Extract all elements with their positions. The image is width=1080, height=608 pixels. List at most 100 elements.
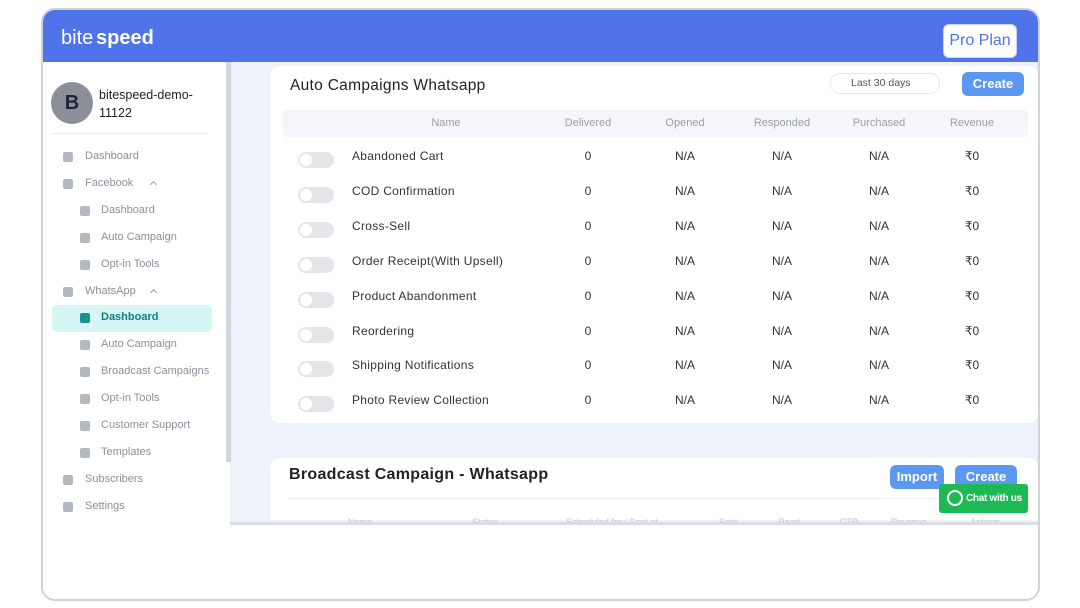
nav-item[interactable]: Customer Support <box>101 419 191 431</box>
active-bg <box>52 305 212 333</box>
cell: ₹0 <box>964 393 980 408</box>
nav-item[interactable]: Dashboard <box>101 311 159 324</box>
divider <box>288 498 1028 499</box>
nav-item[interactable]: Auto Campaign <box>101 338 177 351</box>
campaign-name: Cross-Sell <box>352 218 411 233</box>
column-header: CTR <box>839 517 859 522</box>
import-button[interactable]: Import <box>890 465 944 489</box>
column-header: Delivered <box>564 117 612 129</box>
cell: ₹0 <box>964 218 980 233</box>
nav-item[interactable]: Broadcast Campaigns <box>101 365 210 378</box>
toggle-knob <box>300 398 312 411</box>
divider <box>51 133 209 134</box>
nav-icon <box>63 501 73 512</box>
plan-button[interactable]: Pro Plan <box>943 24 1017 58</box>
cell: N/A <box>674 149 695 163</box>
cell: ₹0 <box>964 358 980 373</box>
nav-icon <box>80 394 90 405</box>
cell: N/A <box>674 218 695 233</box>
campaign-name: COD Confirmation <box>352 183 455 198</box>
nav-icon <box>63 286 73 297</box>
column-header: Name <box>347 517 372 522</box>
cell: N/A <box>674 288 695 303</box>
column-header: Scheduled for / Sent at <box>566 517 658 522</box>
nav-icon <box>80 313 90 324</box>
cell: 0 <box>584 358 592 373</box>
column-header: Revenue <box>949 117 995 129</box>
cell: N/A <box>674 323 695 338</box>
column-header: Status <box>472 517 498 522</box>
header-row <box>282 110 1028 137</box>
toggle-knob <box>300 258 312 271</box>
cell: N/A <box>771 323 792 338</box>
toggle-knob <box>300 188 312 201</box>
chat-icon <box>947 490 963 506</box>
nav-item[interactable]: Facebook <box>85 176 134 189</box>
toggle-knob <box>300 293 312 306</box>
broadcast-title: Broadcast Campaign - Whatsapp <box>289 466 549 483</box>
cell: N/A <box>771 253 792 268</box>
cell: N/A <box>868 218 889 233</box>
scrollbar-h <box>230 522 1038 525</box>
cell: N/A <box>674 253 695 268</box>
cell: ₹0 <box>964 323 980 338</box>
cell: ₹0 <box>964 288 980 303</box>
column-header: Actions <box>970 517 1000 522</box>
cell: 0 <box>584 393 592 408</box>
cell: N/A <box>868 149 889 163</box>
cell: N/A <box>674 183 695 198</box>
nav-item[interactable]: Opt-in Tools <box>101 392 160 405</box>
create-button[interactable]: Create <box>962 72 1024 96</box>
toggle-knob <box>300 328 312 341</box>
cell: N/A <box>868 358 889 373</box>
auto-title: Auto Campaigns Whatsapp <box>290 77 486 94</box>
nav-item[interactable]: Settings <box>85 499 125 512</box>
toggle-knob <box>300 223 312 236</box>
logo-light: bite <box>61 27 94 49</box>
cell: 0 <box>584 218 592 233</box>
date-range[interactable]: Last 30 days <box>830 73 940 94</box>
nav-item[interactable]: Templates <box>101 445 152 458</box>
campaign-name: Abandoned Cart <box>352 149 444 163</box>
scrollbar <box>226 62 231 462</box>
nav-item[interactable]: Dashboard <box>85 150 139 162</box>
cell: N/A <box>868 183 889 198</box>
campaign-name: Shipping Notifications <box>352 358 475 373</box>
cell: ₹0 <box>964 149 980 163</box>
cell: N/A <box>868 288 889 303</box>
nav-item[interactable]: Auto Campaign <box>101 230 177 243</box>
cell: N/A <box>868 253 889 268</box>
nav-icon <box>63 152 73 162</box>
cell: N/A <box>674 393 695 408</box>
campaign-name: Order Receipt(With Upsell) <box>352 253 504 268</box>
cell: 0 <box>584 253 592 268</box>
column-header: Revenue <box>890 517 928 522</box>
nav-item[interactable]: WhatsApp <box>85 284 136 297</box>
avatar: B <box>51 82 93 124</box>
cell: 0 <box>584 183 592 198</box>
nav-icon <box>80 340 90 351</box>
cell: 0 <box>584 323 592 338</box>
campaign-name: Reordering <box>352 323 415 338</box>
account-name: bitespeed-demo-11122 <box>99 88 193 120</box>
nav-icon <box>63 474 73 485</box>
logo-bold: speed <box>96 27 154 49</box>
cell: ₹0 <box>964 253 980 268</box>
cell: N/A <box>771 218 792 233</box>
nav-icon <box>63 178 73 189</box>
column-header: Sent <box>718 517 738 522</box>
cell: N/A <box>771 288 792 303</box>
nav-icon <box>80 205 90 216</box>
campaign-name: Photo Review Collection <box>352 393 489 408</box>
nav-item[interactable]: Dashboard <box>101 203 155 216</box>
cell: N/A <box>771 149 792 163</box>
nav-icon <box>80 421 90 431</box>
cell: N/A <box>674 358 695 373</box>
nav-item[interactable]: Opt-in Tools <box>101 257 160 270</box>
campaign-name: Product Abandonment <box>352 288 477 303</box>
cell: ₹0 <box>964 183 980 198</box>
nav-item[interactable]: Subscribers <box>85 472 144 485</box>
column-header: Responded <box>753 117 811 129</box>
cell: N/A <box>771 393 792 408</box>
